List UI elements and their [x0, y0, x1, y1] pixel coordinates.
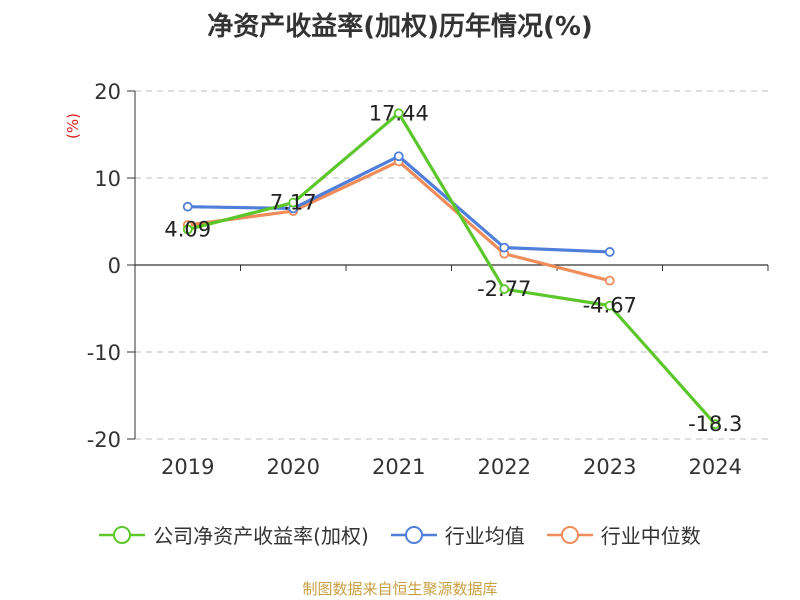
x-tick-label-2021: 2021: [372, 455, 425, 479]
series-line-industry-median: [187, 159, 611, 283]
series-line-company: [187, 111, 717, 426]
chart-title: 净资产收益率(加权)历年情况(%): [207, 12, 593, 42]
data-label-2022: -2.77: [477, 277, 531, 301]
source-note: 制图数据来自恒生聚源数据库: [302, 580, 498, 598]
data-point-industry-average-2019: [182, 201, 193, 212]
y-tick-label-4: -20: [87, 428, 121, 452]
data-point-industry-median-2023: [604, 275, 615, 286]
data-label-2020: 7.17: [270, 191, 317, 215]
legend: 公司净资产收益率(加权) 行业均值 行业中位数: [0, 520, 800, 549]
x-tick-label-2023: 2023: [583, 455, 636, 479]
legend-item-industry-median[interactable]: 行业中位数: [546, 520, 701, 549]
data-point-company-2019: [182, 224, 193, 235]
y-tick-label-1: 10: [94, 167, 121, 191]
data-label-2019: 4.09: [164, 217, 211, 241]
data-label-2024: -18.3: [688, 412, 742, 436]
series-line-industry-average: [187, 154, 610, 254]
data-point-company-2024: [710, 419, 721, 430]
y-tick-label-3: -10: [87, 341, 121, 365]
legend-label-industry-median: 行业中位数: [600, 524, 701, 548]
data-point-company-2020: [288, 197, 299, 208]
legend-item-company[interactable]: 公司净资产收益率(加权): [99, 520, 369, 549]
data-point-company-2021: [393, 108, 404, 119]
x-tick-label-2022: 2022: [478, 455, 531, 479]
data-point-industry-average-2023: [604, 247, 615, 257]
data-label-2023: -4.67: [583, 294, 637, 318]
legend-label-company: 公司净资产收益率(加权): [153, 524, 369, 548]
y-axis-title: (%): [64, 113, 82, 139]
x-tick-label-2019: 2019: [161, 455, 214, 479]
x-tick-label-2024: 2024: [689, 455, 742, 479]
data-label-2021: 17.44: [369, 101, 429, 125]
y-tick-label-0: 20: [94, 80, 121, 104]
data-point-industry-average-2021: [393, 151, 404, 162]
x-tick-label-2020: 2020: [267, 455, 320, 479]
data-point-company-2022: [499, 284, 510, 294]
data-point-company-2023: [604, 300, 615, 311]
legend-marker-company: [99, 525, 146, 544]
legend-label-industry-average: 行业均值: [444, 524, 525, 548]
legend-marker-industry-average: [390, 525, 437, 544]
data-point-industry-average-2022: [499, 242, 510, 253]
legend-marker-industry-median: [546, 525, 593, 544]
y-tick-label-2: 0: [108, 254, 121, 278]
legend-item-industry-average[interactable]: 行业均值: [390, 520, 525, 549]
